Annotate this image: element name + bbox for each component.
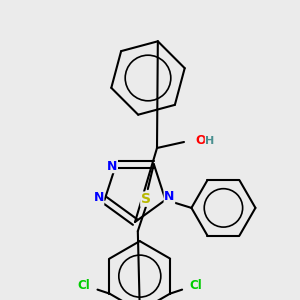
Text: H: H bbox=[206, 136, 214, 146]
Text: S: S bbox=[141, 192, 151, 206]
Text: Cl: Cl bbox=[190, 279, 202, 292]
Text: Cl: Cl bbox=[77, 279, 90, 292]
Text: N: N bbox=[93, 191, 104, 204]
Text: N: N bbox=[164, 190, 175, 203]
Text: N: N bbox=[107, 160, 117, 172]
Text: O: O bbox=[196, 134, 206, 146]
